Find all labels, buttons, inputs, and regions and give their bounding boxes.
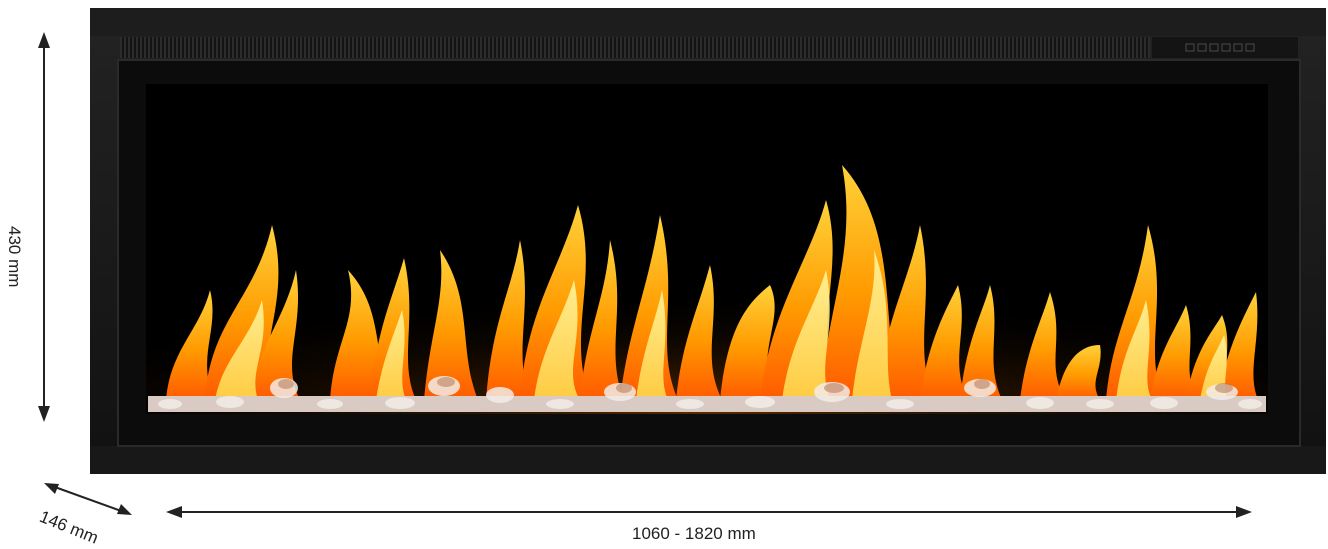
width-arrow (166, 506, 1252, 518)
crystal-bed (148, 376, 1266, 412)
control-panel (1152, 37, 1298, 58)
height-dimension-label: 430 mm (5, 226, 24, 288)
depth-arrow (44, 483, 132, 515)
width-dimension-label: 1060 - 1820 mm (632, 524, 756, 543)
height-arrow (38, 32, 50, 422)
vent-grille (120, 37, 1150, 58)
flame-cores (215, 250, 1228, 400)
